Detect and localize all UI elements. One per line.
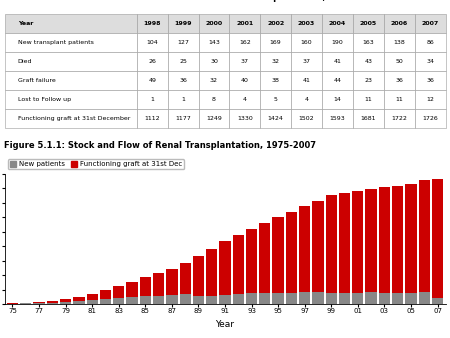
X-axis label: Year: Year: [216, 320, 234, 329]
Bar: [299, 292, 310, 304]
Bar: [100, 299, 111, 304]
Bar: [60, 302, 71, 304]
Bar: [47, 301, 58, 304]
Bar: [140, 277, 151, 304]
Bar: [219, 241, 231, 304]
Bar: [126, 282, 138, 304]
Bar: [379, 187, 390, 304]
Bar: [100, 290, 111, 304]
Bar: [312, 292, 324, 304]
Bar: [339, 293, 350, 304]
Bar: [20, 303, 32, 304]
Bar: [73, 301, 85, 304]
Bar: [153, 273, 164, 304]
Bar: [166, 269, 177, 304]
Bar: [60, 299, 71, 304]
Bar: [180, 263, 191, 304]
Bar: [286, 293, 297, 304]
Bar: [432, 298, 443, 304]
Bar: [193, 257, 204, 304]
Bar: [418, 179, 430, 304]
Bar: [180, 294, 191, 304]
Bar: [206, 296, 217, 304]
Bar: [219, 295, 231, 304]
Legend: New patients, Functioning graft at 31st Dec: New patients, Functioning graft at 31st …: [8, 159, 184, 169]
Bar: [33, 303, 45, 304]
Bar: [193, 295, 204, 304]
Bar: [246, 293, 257, 304]
Bar: [339, 193, 350, 304]
Bar: [273, 293, 284, 304]
Bar: [153, 295, 164, 304]
Bar: [392, 293, 403, 304]
Bar: [365, 292, 377, 304]
Text: Figure 5.1.1: Stock and Flow of Renal Transplantation, 1975-2007: Figure 5.1.1: Stock and Flow of Renal Tr…: [4, 142, 316, 150]
Bar: [166, 295, 177, 304]
Bar: [352, 191, 364, 304]
Bar: [352, 293, 364, 304]
Bar: [286, 212, 297, 304]
Text: Table 5.1.1: Stock and Flow of Renal Transplantation, 1998-2007: Table 5.1.1: Stock and Flow of Renal Tra…: [72, 0, 378, 2]
Bar: [233, 236, 244, 304]
Bar: [326, 293, 337, 304]
Bar: [73, 297, 85, 304]
Bar: [259, 223, 270, 304]
Bar: [299, 207, 310, 304]
Bar: [365, 189, 377, 304]
Bar: [379, 293, 390, 304]
Bar: [113, 286, 124, 304]
Bar: [86, 294, 98, 304]
Bar: [206, 249, 217, 304]
Bar: [312, 201, 324, 304]
Bar: [246, 229, 257, 304]
Bar: [418, 292, 430, 304]
Bar: [33, 302, 45, 304]
Bar: [126, 297, 138, 304]
Bar: [47, 303, 58, 304]
Bar: [326, 195, 337, 304]
Bar: [392, 186, 403, 304]
Bar: [20, 303, 32, 304]
Bar: [233, 294, 244, 304]
Bar: [405, 184, 417, 304]
Bar: [140, 296, 151, 304]
Bar: [113, 298, 124, 304]
Bar: [405, 293, 417, 304]
Bar: [259, 293, 270, 304]
Bar: [432, 179, 443, 304]
Bar: [86, 300, 98, 304]
Bar: [273, 217, 284, 304]
